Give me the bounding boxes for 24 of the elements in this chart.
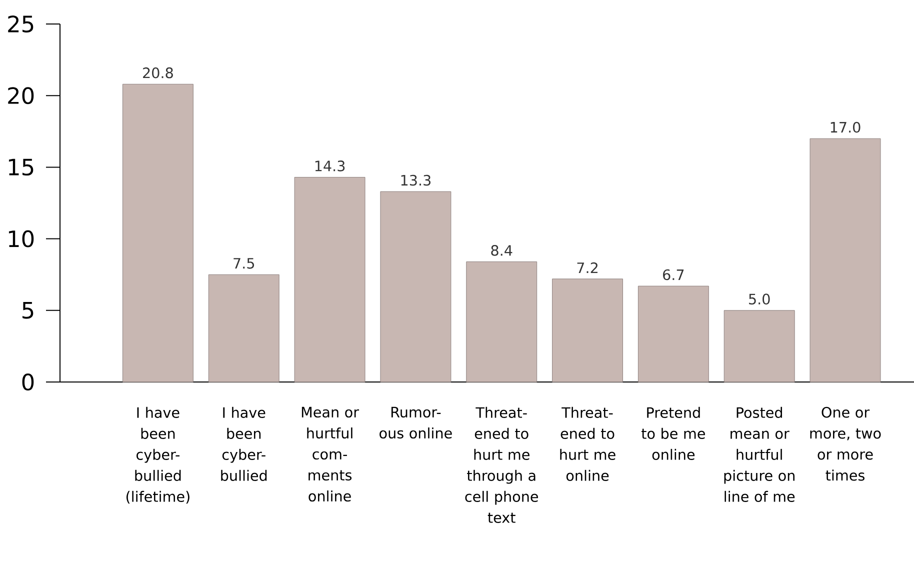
y-tick-label: 10 — [8, 230, 34, 248]
y-tick-label: 5 — [22, 302, 34, 319]
x-tick-label: Threat-ened to hurt me through a cell phone text — [465, 406, 538, 523]
data-label: 8.4 — [491, 244, 512, 256]
data-label: 14.3 — [315, 160, 345, 172]
y-tick-label: 0 — [22, 373, 34, 391]
x-tick-label: Rumor-ous online — [380, 406, 452, 439]
x-tick-label: I have been cyber-bullied (lifetime) — [126, 406, 190, 504]
x-tick-label: One or more, two or more times — [810, 406, 881, 481]
data-label: 5.0 — [749, 294, 770, 305]
data-label: 7.5 — [234, 258, 254, 269]
data-label: 13.3 — [401, 174, 430, 186]
y-tick-label: 15 — [8, 158, 34, 176]
x-tick-label: Pretend to be me online — [642, 406, 705, 460]
y-tick-label: 20 — [8, 87, 34, 104]
x-tick-label: Mean or hurtful com-ments online — [302, 406, 360, 502]
data-label: 17.0 — [830, 122, 860, 133]
x-tick-label: I have been cyber-bullied — [221, 406, 267, 481]
data-label: 20.8 — [143, 67, 173, 78]
data-label: 6.7 — [663, 269, 684, 280]
x-tick-label: Threat-ened to hurt me online — [560, 406, 616, 481]
data-label: 7.2 — [577, 262, 598, 274]
x-tick-label: Posted mean or hurtful picture on line of me — [724, 406, 795, 502]
y-tick-label: 25 — [8, 15, 34, 33]
